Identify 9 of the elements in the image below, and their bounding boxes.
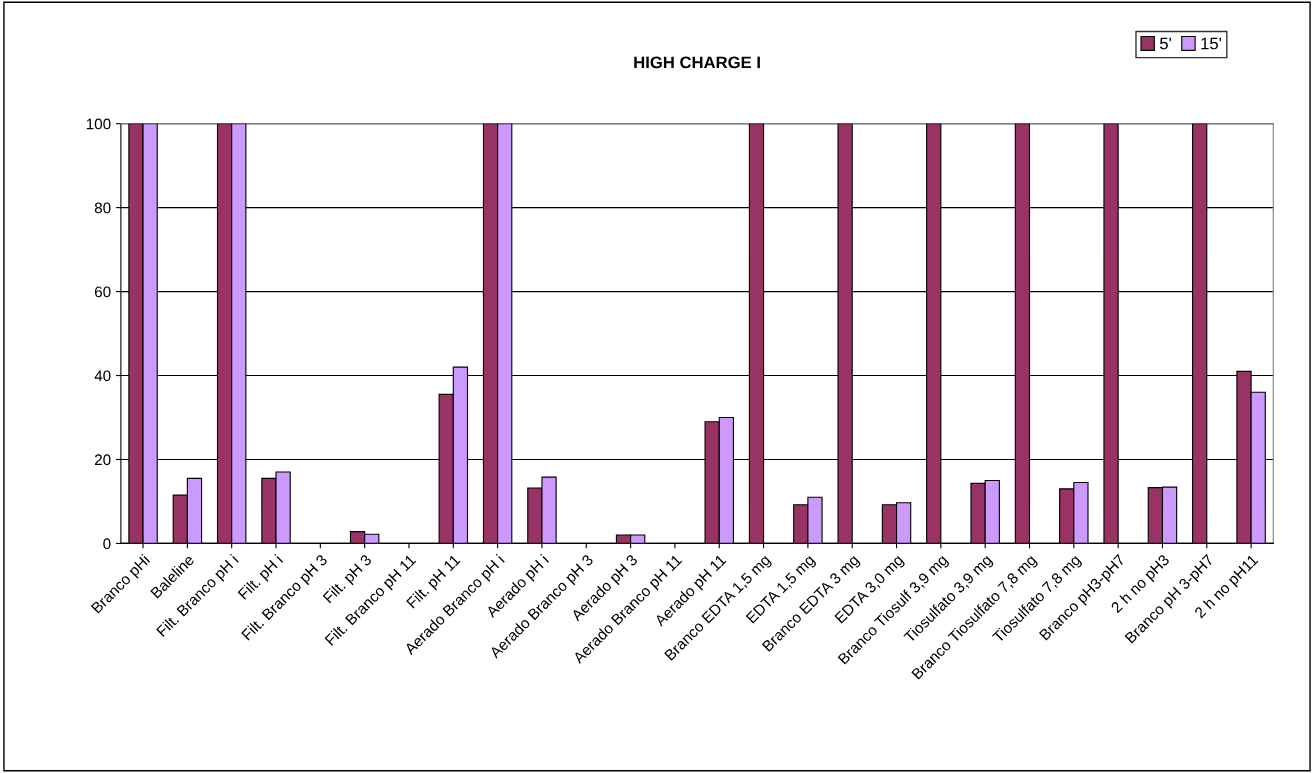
legend-label: 5' <box>1159 37 1171 50</box>
y-tick-label: 100 <box>86 118 111 130</box>
y-tick-label: 80 <box>94 202 111 214</box>
chart-title: HIGH CHARGE I <box>634 56 760 69</box>
legend-label: 15' <box>1201 37 1221 50</box>
y-tick-label: 40 <box>94 370 111 382</box>
y-tick-label: 60 <box>94 286 111 298</box>
y-tick-label: 20 <box>94 454 111 466</box>
y-tick-label: 0 <box>103 538 111 550</box>
